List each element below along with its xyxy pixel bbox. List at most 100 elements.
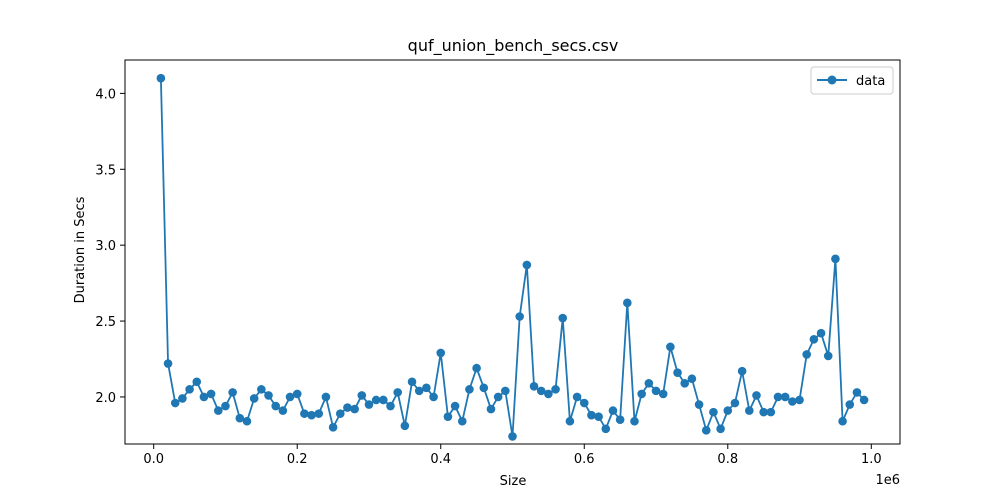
data-point — [242, 416, 252, 426]
data-point — [386, 401, 395, 411]
data-point — [651, 386, 661, 396]
data-point — [709, 407, 718, 417]
data-point — [551, 385, 560, 394]
data-point — [379, 395, 388, 405]
data-point — [694, 400, 704, 409]
axes-frame — [124, 59, 901, 445]
data-point — [780, 392, 790, 402]
data-point — [637, 389, 646, 399]
data-point — [271, 401, 280, 411]
y-tick-label: 2.0 — [95, 391, 116, 406]
data-point — [522, 260, 532, 270]
data-point — [730, 398, 740, 408]
data-point — [443, 412, 453, 421]
data-point — [579, 398, 589, 408]
data-point — [292, 389, 302, 399]
data-point — [572, 392, 582, 402]
data-point — [192, 377, 202, 387]
plot-area: 0.0 0.2 0.4 0.6 0.8 1.0 2.0 2.5 3.0 3.5 4.0 — [95, 59, 901, 467]
x-tick-label: 0.8 — [717, 452, 738, 467]
data-point — [752, 391, 761, 400]
data-point — [680, 378, 690, 388]
data-point — [529, 382, 539, 391]
data-point — [630, 416, 639, 426]
data-point — [687, 374, 697, 384]
data-point — [429, 392, 438, 402]
data-point — [486, 404, 496, 414]
data-point — [178, 394, 187, 403]
data-point — [278, 406, 288, 415]
data-point — [199, 392, 209, 402]
data-point — [457, 416, 467, 426]
data-point — [300, 409, 309, 418]
data-point — [249, 394, 259, 403]
data-point — [831, 254, 840, 264]
x-tick-label: 0.4 — [430, 452, 451, 467]
data-point — [666, 342, 675, 352]
data-point — [644, 378, 654, 388]
data-point — [745, 406, 754, 415]
data-point — [845, 400, 855, 409]
data-point — [809, 334, 819, 344]
data-point — [235, 413, 245, 423]
legend-marker — [827, 75, 837, 85]
y-tick-label: 2.5 — [95, 315, 116, 330]
data-point — [314, 409, 324, 418]
data-point — [163, 359, 173, 368]
data-point — [587, 410, 596, 420]
data-point — [328, 423, 338, 432]
data-point — [816, 328, 826, 338]
data-point — [501, 386, 510, 396]
data-point — [594, 412, 603, 421]
data-point — [285, 392, 295, 402]
data-point — [544, 389, 553, 399]
data-point — [701, 426, 711, 435]
data-point — [615, 415, 625, 425]
data-point — [536, 386, 546, 396]
data-point — [472, 363, 481, 373]
data-point — [658, 389, 668, 399]
x-tick-label: 1.0 — [861, 452, 882, 467]
data-point — [407, 377, 417, 387]
legend: data — [810, 66, 894, 95]
y-tick-label: 3.5 — [95, 163, 116, 178]
data-point — [450, 401, 460, 411]
data-point — [257, 385, 266, 394]
x-tick-label: 0.2 — [287, 452, 308, 467]
data-point — [623, 298, 632, 308]
data-point — [558, 313, 568, 323]
x-offset-label: 1e6 — [875, 473, 900, 488]
y-tick-label: 4.0 — [95, 87, 116, 102]
data-point — [838, 416, 847, 426]
data-point — [213, 406, 223, 415]
y-tick-label: 3.0 — [95, 239, 116, 254]
data-point — [321, 392, 331, 402]
y-axis-label: Duration in Secs — [73, 196, 88, 303]
data-point — [852, 388, 862, 397]
data-point — [515, 312, 524, 321]
data-point — [364, 400, 374, 409]
data-point — [737, 366, 747, 376]
data-point — [221, 401, 230, 411]
data-point — [608, 406, 618, 415]
data-point — [795, 395, 804, 405]
x-tick-label: 0.0 — [143, 452, 164, 467]
data-point — [766, 407, 776, 417]
data-point — [565, 416, 575, 426]
x-tick-label: 0.6 — [574, 452, 595, 467]
data-point — [335, 409, 345, 418]
data-point — [264, 391, 273, 400]
data-point — [393, 388, 402, 397]
data-point — [422, 383, 431, 393]
data-point — [170, 398, 180, 408]
data-point — [400, 421, 410, 431]
chart-title: quf_union_bench_secs.csv — [408, 36, 619, 56]
data-point — [371, 395, 381, 405]
data-point — [228, 388, 237, 397]
data-point — [508, 432, 517, 441]
legend-label: data — [856, 74, 885, 89]
data-point — [716, 424, 725, 434]
data-point — [759, 407, 768, 417]
data-point — [802, 350, 812, 359]
